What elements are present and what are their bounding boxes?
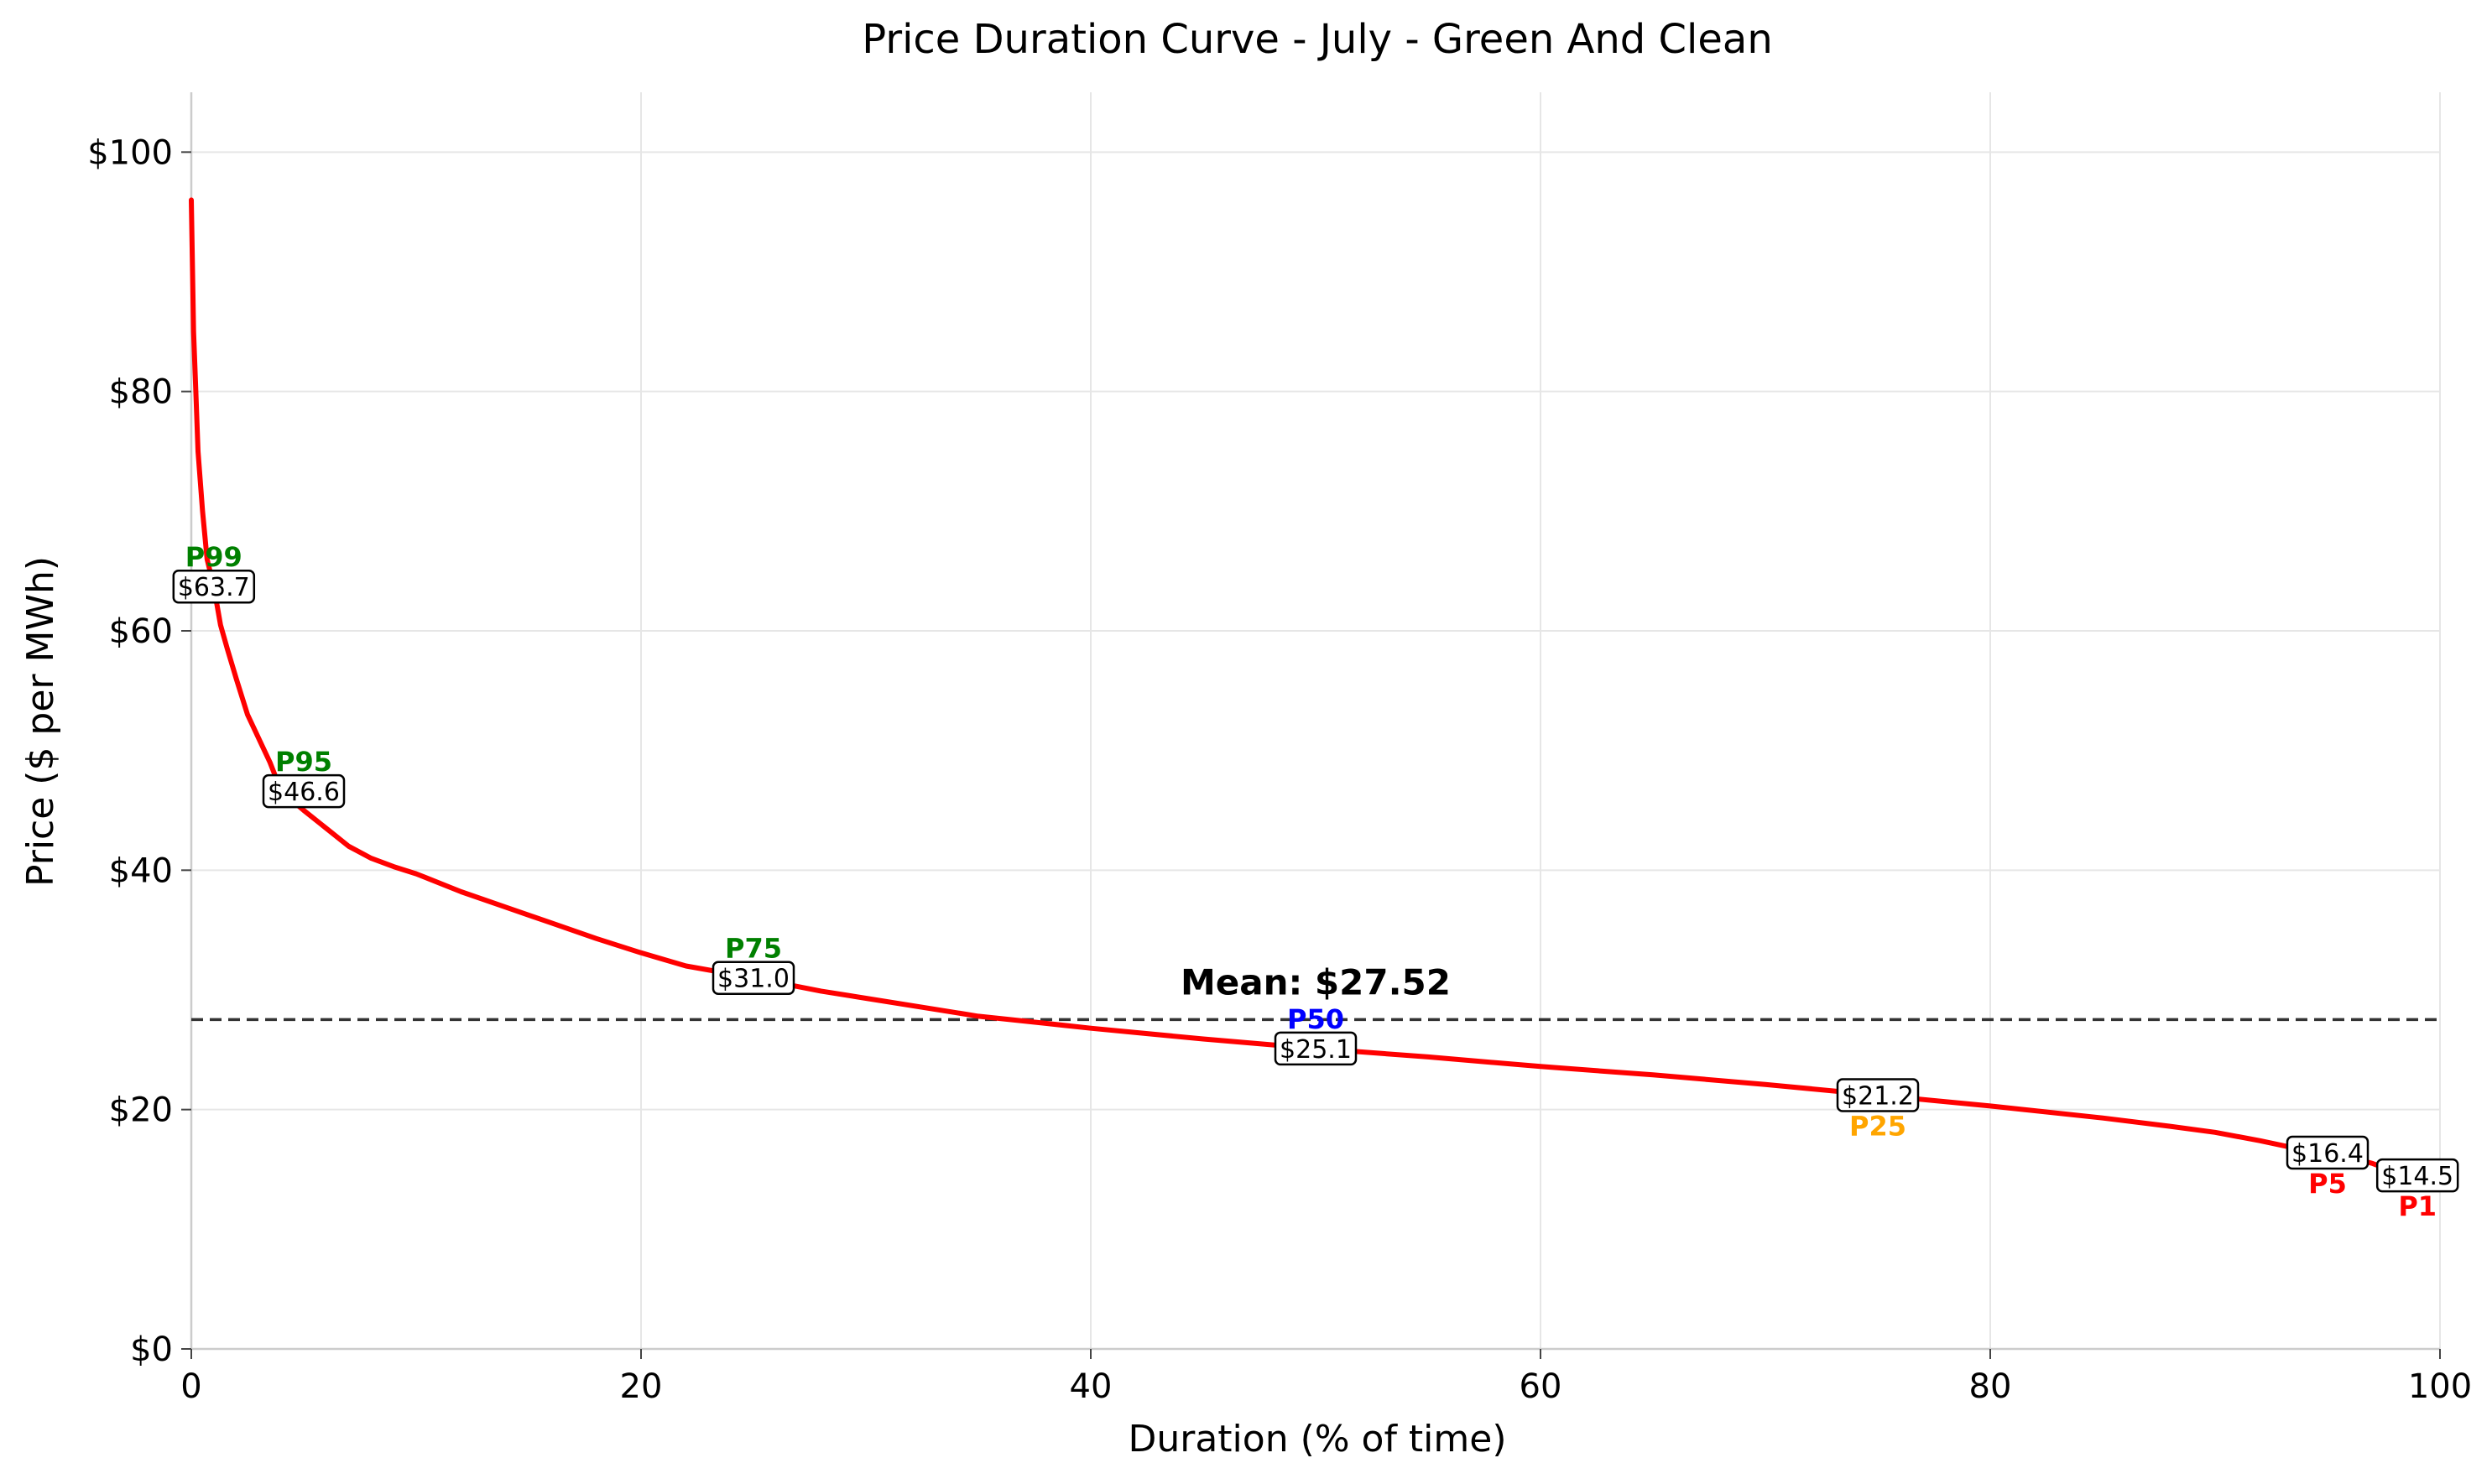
- tick-labels: 0 20 40 60 80 100 $0 $20 $40 $60 $80 $100: [87, 133, 2472, 1406]
- percentile-value-box: [2286, 1135, 2369, 1170]
- y-tick-label: $0: [130, 1330, 173, 1369]
- x-tick-label: 40: [1070, 1367, 1113, 1406]
- y-tick-label: $40: [109, 851, 173, 890]
- percentile-marker-p1: $14.5P1: [2375, 1158, 2459, 1222]
- mean-line-group: Mean: $27.52: [191, 961, 2440, 1022]
- percentile-name-label: P5: [2308, 1168, 2347, 1200]
- percentile-value-box: [2375, 1158, 2459, 1193]
- y-tick-label: $100: [87, 133, 173, 172]
- y-axis-label: Price ($ per MWh): [19, 556, 62, 887]
- percentile-value-label: $16.4: [2291, 1139, 2364, 1169]
- percentile-value-label: $25.1: [1280, 1035, 1352, 1065]
- percentile-value-label: $31.0: [717, 965, 790, 994]
- x-tick-label: 100: [2408, 1367, 2472, 1406]
- percentile-name-label: P95: [275, 746, 332, 778]
- y-tick-label: $20: [109, 1091, 173, 1130]
- x-axis-label: Duration (% of time): [1128, 1418, 1506, 1461]
- percentile-name-label: P1: [2398, 1190, 2437, 1222]
- chart-title: Price Duration Curve - July - Green And …: [862, 16, 1773, 63]
- axes: [181, 92, 2441, 1359]
- percentile-value-box: [1274, 1031, 1358, 1066]
- percentile-value-box: [712, 961, 795, 995]
- percentile-marker-p5: $16.4P5: [2286, 1135, 2369, 1200]
- percentile-value-label: $63.7: [178, 573, 250, 602]
- x-tick-label: 20: [620, 1367, 663, 1406]
- y-tick-label: $80: [109, 373, 173, 412]
- percentile-name-label: P25: [1849, 1111, 1906, 1143]
- percentile-value-box: [172, 569, 256, 604]
- x-tick-label: 60: [1520, 1367, 1562, 1406]
- percentile-value-label: $21.2: [1842, 1082, 1914, 1112]
- grid: [190, 92, 2441, 1350]
- percentile-value-box: [1836, 1078, 1920, 1112]
- percentile-value-label: $14.5: [2381, 1162, 2453, 1191]
- percentile-name-label: P75: [725, 933, 782, 965]
- x-tick-label: 0: [180, 1367, 201, 1406]
- percentile-value-label: $46.6: [268, 778, 340, 807]
- mean-label: Mean: $27.52: [1181, 961, 1451, 1002]
- percentile-value-box: [262, 773, 346, 809]
- y-tick-label: $60: [109, 612, 173, 651]
- percentile-name-label: P50: [1287, 1003, 1344, 1035]
- x-tick-label: 80: [1969, 1367, 2012, 1406]
- percentile-name-label: P99: [185, 541, 242, 573]
